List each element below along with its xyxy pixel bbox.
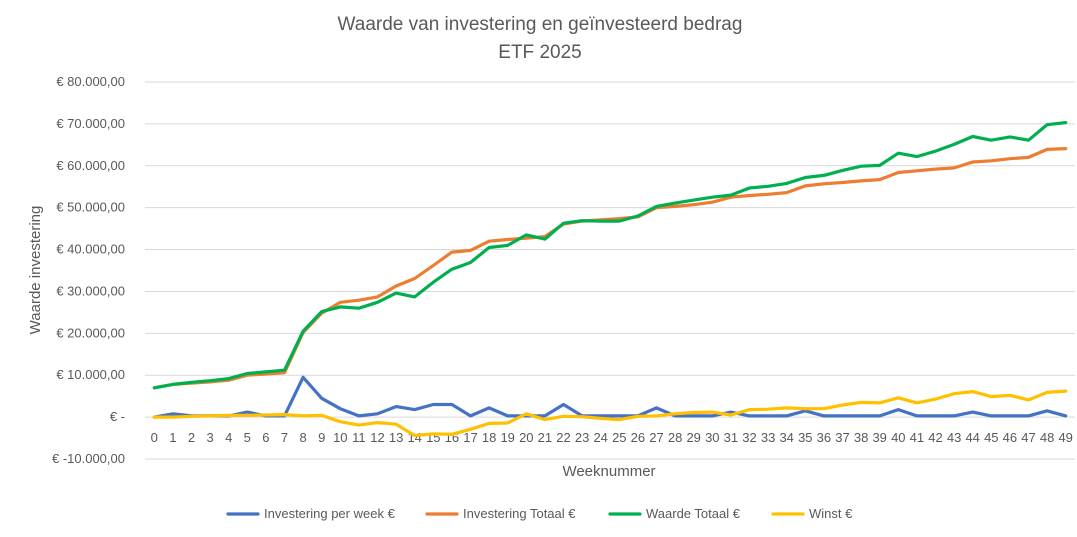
x-tick-label: 38 — [854, 430, 868, 445]
y-tick-label: € 50.000,00 — [56, 200, 125, 215]
legend: Investering per week € Investering Totaal… — [226, 506, 853, 521]
y-tick-label: € 60.000,00 — [56, 158, 125, 173]
x-tick-label: 21 — [538, 430, 552, 445]
x-tick-label: 34 — [779, 430, 793, 445]
series-lines — [152, 120, 1068, 438]
x-tick-label: 1 — [169, 430, 176, 445]
series-line-4 — [152, 389, 1068, 438]
x-tick-label: 45 — [984, 430, 998, 445]
x-tick-label: 22 — [556, 430, 570, 445]
x-tick-label: 9 — [318, 430, 325, 445]
y-tick-label: € 80.000,00 — [56, 74, 125, 89]
x-axis-label: Weeknummer — [562, 463, 655, 480]
series-line-3 — [152, 120, 1068, 390]
chart-subtitle: ETF 2025 — [498, 42, 581, 63]
x-tick-label: 3 — [206, 430, 213, 445]
x-tick-label: 32 — [742, 430, 756, 445]
x-tick-label: 7 — [281, 430, 288, 445]
x-tick-label: 5 — [244, 430, 251, 445]
x-tick-label: 36 — [817, 430, 831, 445]
x-tick-label: 8 — [299, 430, 306, 445]
x-tick-label: 10 — [333, 430, 347, 445]
y-axis-ticks: € -10.000,00 € - € 10.000,00 € 20.000,00 € 3… — [52, 74, 125, 466]
legend-label: Investering per week € — [264, 506, 396, 521]
x-tick-label: 37 — [835, 430, 849, 445]
x-tick-label: 48 — [1040, 430, 1054, 445]
x-tick-label: 49 — [1058, 430, 1072, 445]
x-tick-label: 25 — [612, 430, 626, 445]
x-tick-label: 33 — [761, 430, 775, 445]
x-tick-label: 28 — [668, 430, 682, 445]
x-tick-label: 39 — [872, 430, 886, 445]
x-tick-label: 26 — [631, 430, 645, 445]
x-tick-label: 13 — [389, 430, 403, 445]
legend-label: Winst € — [809, 506, 853, 521]
y-tick-label: € - — [110, 409, 125, 424]
x-tick-label: 40 — [891, 430, 905, 445]
x-tick-label: 47 — [1021, 430, 1035, 445]
x-tick-label: 0 — [151, 430, 158, 445]
y-tick-label: € 10.000,00 — [56, 367, 125, 382]
x-tick-label: 18 — [482, 430, 496, 445]
y-tick-label: € 70.000,00 — [56, 116, 125, 131]
legend-label: Waarde Totaal € — [646, 506, 741, 521]
x-tick-label: 6 — [262, 430, 269, 445]
chart-title: Waarde van investering en geïnvesteerd b… — [338, 14, 743, 35]
x-tick-label: 24 — [593, 430, 607, 445]
x-tick-label: 12 — [370, 430, 384, 445]
x-tick-label: 31 — [724, 430, 738, 445]
x-tick-label: 23 — [575, 430, 589, 445]
x-axis-ticks: 0 1 2 3 4 5 6 7 8 9 10 11 12 13 14 15 16 17 18 19 20 21 22 23 24… — [151, 430, 1073, 445]
series-line-2 — [152, 147, 1068, 390]
series-line-1 — [152, 375, 1068, 419]
x-tick-label: 17 — [463, 430, 477, 445]
x-tick-label: 20 — [519, 430, 533, 445]
x-tick-label: 19 — [500, 430, 514, 445]
x-tick-label: 30 — [705, 430, 719, 445]
x-tick-label: 11 — [352, 430, 366, 445]
x-tick-label: 41 — [910, 430, 924, 445]
x-tick-label: 43 — [947, 430, 961, 445]
gridlines — [145, 81, 1075, 460]
x-tick-label: 44 — [965, 430, 979, 445]
legend-label: Investering Totaal € — [463, 506, 576, 521]
x-tick-label: 46 — [1003, 430, 1017, 445]
x-tick-label: 35 — [798, 430, 812, 445]
y-tick-label: € 40.000,00 — [56, 242, 125, 257]
x-tick-label: 2 — [188, 430, 195, 445]
x-tick-label: 29 — [686, 430, 700, 445]
y-tick-label: € 20.000,00 — [56, 325, 125, 340]
x-tick-label: 42 — [928, 430, 942, 445]
x-tick-label: 4 — [225, 430, 232, 445]
y-tick-label: € -10.000,00 — [52, 451, 125, 466]
x-tick-label: 15 — [426, 430, 440, 445]
y-tick-label: € 30.000,00 — [56, 283, 125, 298]
x-tick-label: 27 — [649, 430, 663, 445]
y-axis-label: Waarde investering — [27, 206, 44, 335]
